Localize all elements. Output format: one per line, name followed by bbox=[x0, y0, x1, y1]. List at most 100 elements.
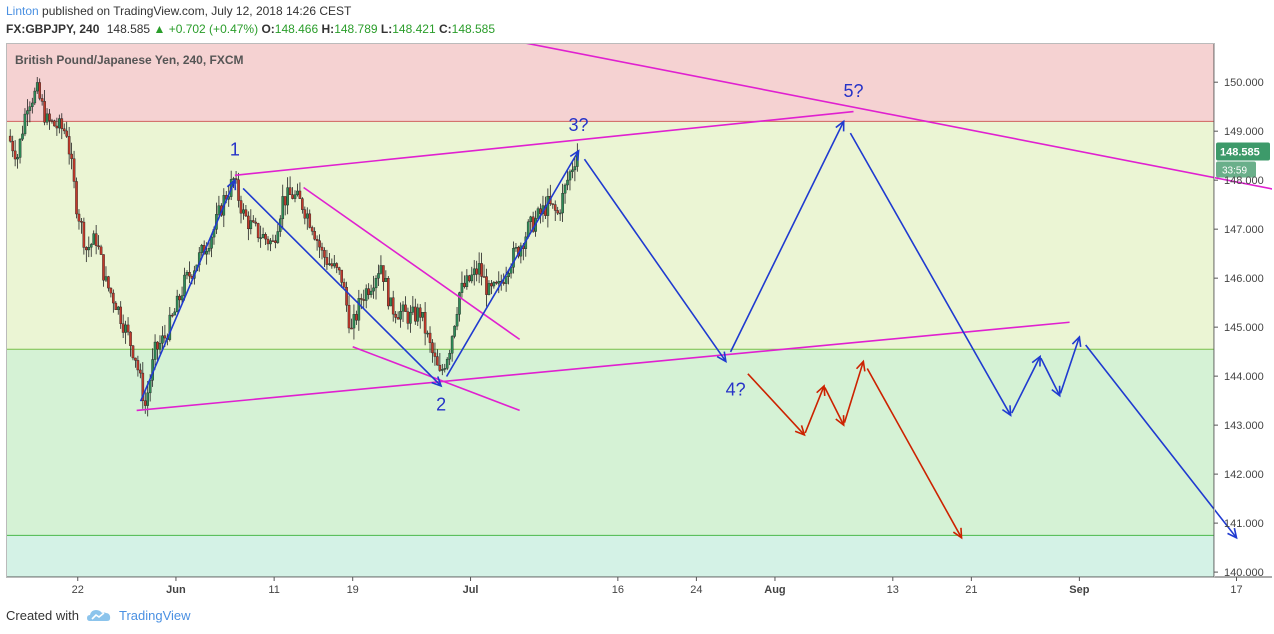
candle-body bbox=[112, 292, 115, 304]
candle bbox=[114, 301, 118, 310]
candle-body bbox=[369, 290, 373, 295]
candle-body bbox=[50, 120, 54, 122]
candle-body bbox=[335, 263, 339, 268]
candle bbox=[156, 341, 159, 362]
candle bbox=[75, 177, 78, 219]
candle bbox=[283, 196, 287, 216]
price-chart[interactable]: 1 2 3? 4? 5? 148.585 33:59 140.000 141.000 142.0… bbox=[6, 37, 1274, 599]
candle-body bbox=[254, 221, 258, 224]
candle-body bbox=[266, 238, 270, 245]
candle-body bbox=[423, 312, 427, 334]
candle-body bbox=[391, 297, 395, 315]
candle-body bbox=[458, 292, 461, 315]
chart-canvas[interactable]: 1 2 3? 4? 5? 148.585 33:59 140.000 141.000 142.0… bbox=[6, 37, 1274, 599]
candle bbox=[175, 289, 179, 313]
candle-body bbox=[249, 220, 253, 230]
candle bbox=[288, 176, 292, 195]
tradingview-cloud-icon[interactable] bbox=[86, 609, 111, 623]
candle-body bbox=[180, 295, 184, 301]
candle bbox=[374, 275, 378, 300]
candle-body bbox=[485, 276, 488, 295]
candle-body bbox=[310, 227, 314, 232]
open-value: 148.466 bbox=[274, 22, 319, 36]
candle-body bbox=[158, 343, 162, 350]
candle-body bbox=[492, 281, 496, 287]
candle bbox=[87, 236, 91, 258]
candle bbox=[345, 281, 348, 312]
candle bbox=[355, 310, 358, 325]
alt-wave-arrow-arrowhead bbox=[855, 359, 866, 372]
change-up-icon: ▲ bbox=[153, 22, 166, 36]
candle-body bbox=[102, 254, 105, 281]
candle bbox=[551, 203, 555, 209]
candle bbox=[308, 209, 312, 229]
candle-body bbox=[551, 203, 555, 205]
candle-body bbox=[342, 282, 346, 288]
candle-body bbox=[134, 357, 137, 361]
candle bbox=[490, 279, 493, 295]
created-with-label: Created with bbox=[6, 608, 79, 623]
countdown-badge-text: 33:59 bbox=[1222, 166, 1247, 177]
candle bbox=[58, 114, 61, 134]
candle bbox=[453, 325, 456, 339]
wave-arrow-arrowhead bbox=[569, 149, 580, 161]
candle bbox=[129, 331, 132, 357]
candle bbox=[200, 243, 204, 258]
author-link[interactable]: Linton bbox=[6, 4, 39, 18]
candle-body bbox=[141, 372, 145, 401]
footer: Created with TradingView bbox=[6, 608, 191, 623]
tradingview-brand-link[interactable]: TradingView bbox=[118, 608, 191, 623]
candle-body bbox=[443, 368, 447, 370]
candle-body bbox=[487, 283, 491, 295]
candle-body bbox=[146, 392, 150, 406]
candle-body bbox=[301, 198, 304, 210]
candle bbox=[89, 242, 93, 257]
candle bbox=[92, 230, 95, 245]
candle-body bbox=[320, 246, 324, 251]
candle bbox=[460, 271, 464, 298]
candle-body bbox=[553, 204, 557, 211]
candle-body bbox=[350, 327, 353, 330]
candle bbox=[318, 234, 321, 259]
wave-arrow-arrowhead bbox=[226, 178, 237, 191]
candle bbox=[296, 183, 299, 197]
candle bbox=[335, 262, 339, 274]
candle bbox=[116, 305, 120, 315]
candle bbox=[443, 363, 447, 373]
price-tick-label: 149.000 bbox=[1224, 126, 1264, 138]
candle bbox=[40, 94, 44, 106]
candle-body bbox=[136, 360, 140, 371]
candle bbox=[482, 264, 486, 278]
candle bbox=[261, 227, 265, 239]
price-tick-label: 140.000 bbox=[1224, 567, 1264, 579]
candle bbox=[411, 296, 415, 316]
candle-body bbox=[556, 210, 559, 214]
last-price-badge bbox=[1216, 142, 1270, 161]
candle bbox=[18, 138, 22, 164]
chart-title: British Pound/Japanese Yen, 240, FXCM bbox=[15, 53, 244, 67]
candle bbox=[161, 326, 164, 350]
candle-body bbox=[330, 263, 334, 267]
candle bbox=[170, 313, 174, 318]
candle-body bbox=[382, 265, 385, 282]
candle bbox=[264, 232, 267, 245]
candle bbox=[23, 108, 27, 137]
candle-body bbox=[529, 216, 532, 223]
candle-body bbox=[139, 369, 142, 374]
wave-label: 2 bbox=[436, 394, 446, 414]
candle bbox=[85, 246, 88, 263]
candle-body bbox=[448, 353, 451, 360]
candle-body bbox=[377, 273, 380, 279]
candle bbox=[77, 209, 81, 230]
candle bbox=[418, 304, 422, 329]
candle bbox=[404, 296, 407, 312]
candle bbox=[298, 182, 302, 199]
candle-body bbox=[357, 298, 361, 321]
candle-body bbox=[431, 342, 434, 354]
candle bbox=[237, 172, 240, 208]
candle bbox=[173, 308, 177, 316]
candle bbox=[207, 241, 211, 255]
candle-body bbox=[512, 248, 515, 268]
candle-body bbox=[480, 263, 483, 277]
candle-body bbox=[394, 313, 397, 318]
